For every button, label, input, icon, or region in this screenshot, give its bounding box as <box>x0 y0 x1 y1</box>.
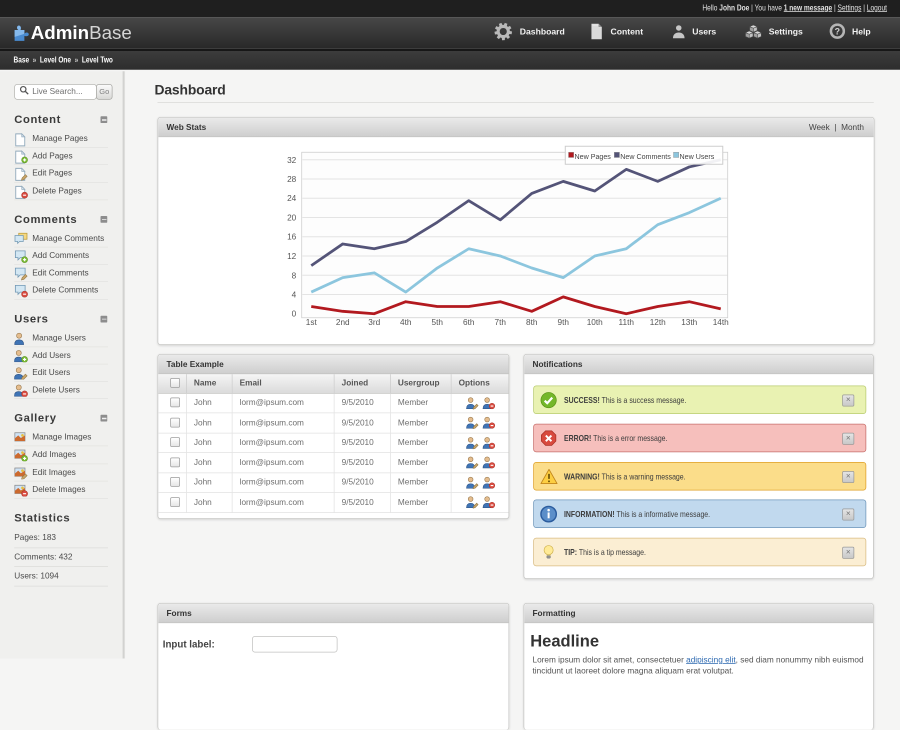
svg-text:8th: 8th <box>526 318 538 327</box>
svg-text:New Users: New Users <box>680 153 715 161</box>
svg-text:14th: 14th <box>713 318 729 327</box>
svg-text:28: 28 <box>287 175 297 184</box>
svg-text:New Comments: New Comments <box>620 153 671 161</box>
svg-text:7th: 7th <box>495 318 507 327</box>
svg-text:1st: 1st <box>306 318 318 327</box>
svg-text:4: 4 <box>292 290 297 299</box>
svg-text:20: 20 <box>287 214 297 223</box>
svg-text:2nd: 2nd <box>336 318 350 327</box>
svg-text:10th: 10th <box>587 318 603 327</box>
svg-text:11th: 11th <box>619 318 635 327</box>
svg-text:32: 32 <box>287 156 297 165</box>
svg-text:12th: 12th <box>650 318 666 327</box>
svg-text:24: 24 <box>287 194 297 203</box>
svg-text:13th: 13th <box>681 318 697 327</box>
svg-text:?: ? <box>835 27 840 37</box>
svg-text:16: 16 <box>287 233 297 242</box>
svg-text:New Pages: New Pages <box>575 153 612 161</box>
svg-text:0: 0 <box>292 310 297 319</box>
svg-text:6th: 6th <box>463 318 475 327</box>
svg-text:3rd: 3rd <box>368 318 380 327</box>
svg-text:4th: 4th <box>400 318 412 327</box>
svg-text:8: 8 <box>292 271 297 280</box>
svg-text:5th: 5th <box>432 318 444 327</box>
svg-text:12: 12 <box>287 252 297 261</box>
svg-text:9th: 9th <box>558 318 570 327</box>
